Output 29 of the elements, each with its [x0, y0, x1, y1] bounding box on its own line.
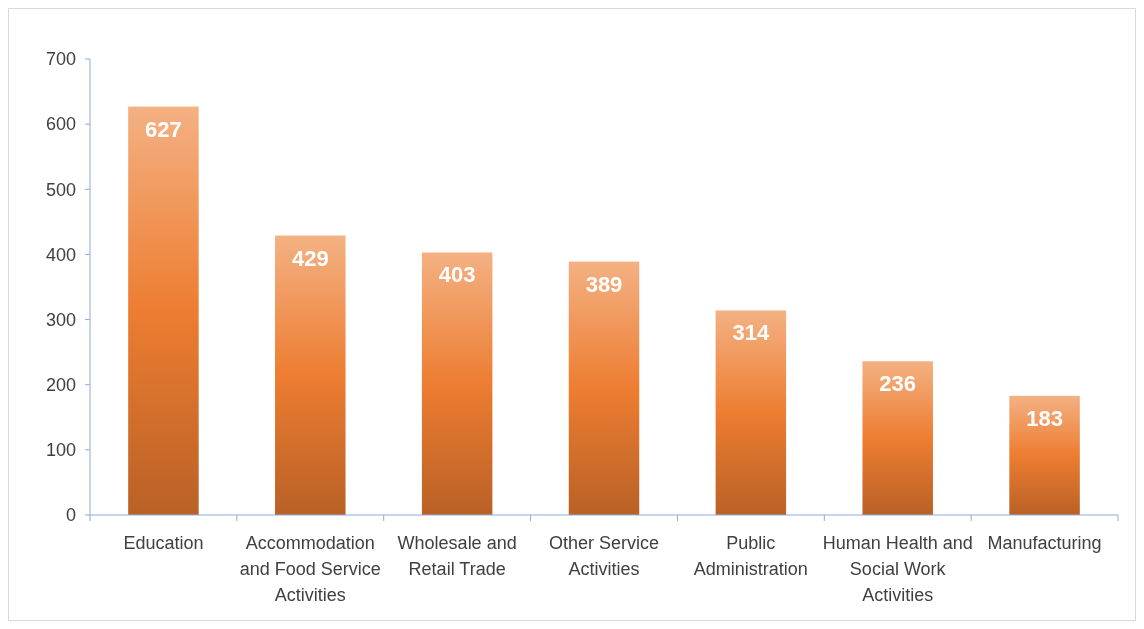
- data-label: 183: [1026, 405, 1063, 431]
- y-tick-label: 300: [45, 309, 76, 330]
- data-label: 429: [291, 245, 329, 271]
- bar: [128, 106, 199, 515]
- bar: [715, 310, 787, 515]
- x-tick-label: Education: [123, 533, 204, 553]
- y-tick-label: 700: [45, 49, 76, 70]
- data-label: 236: [879, 371, 917, 397]
- x-tick-label: Other Service Activities: [548, 533, 660, 579]
- y-tick-label: 200: [45, 375, 76, 396]
- x-tick-label: Wholesale and Retail Trade: [397, 533, 517, 579]
- bar: [568, 261, 640, 515]
- x-tick-label: Human Health and Social Work Activities: [822, 533, 973, 605]
- data-label: 389: [585, 271, 623, 297]
- y-tick-label: 600: [45, 114, 76, 135]
- data-label: 314: [732, 320, 770, 346]
- data-label: 627: [145, 116, 182, 142]
- y-tick-label: 0: [65, 505, 76, 526]
- x-tick-label: Manufacturing: [987, 533, 1102, 553]
- bar: [862, 361, 933, 515]
- data-label: 403: [438, 262, 476, 288]
- y-tick-label: 400: [45, 244, 76, 265]
- x-tick-label: Accommodation and Food Service Activities: [239, 533, 381, 605]
- y-tick-label: 500: [45, 179, 76, 200]
- bar: [1009, 395, 1080, 515]
- x-tick-label: Public Administration: [693, 533, 808, 579]
- y-tick-label: 100: [45, 440, 76, 461]
- bar: [275, 235, 346, 515]
- bar: [421, 252, 493, 515]
